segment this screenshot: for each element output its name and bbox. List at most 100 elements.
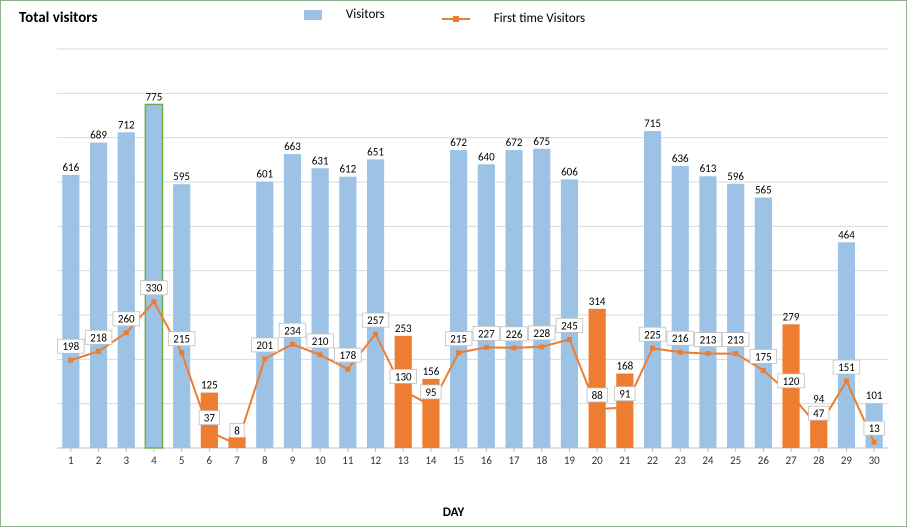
x-tick-5: 5 bbox=[179, 454, 185, 467]
legend-label-visitors: Visitors bbox=[346, 7, 385, 22]
bar-label-day-18: 675 bbox=[533, 135, 550, 148]
marker-day-25 bbox=[733, 351, 738, 356]
bar-label-day-4: 775 bbox=[146, 90, 163, 103]
x-tick-6: 6 bbox=[207, 454, 213, 467]
line-label-day-4: 330 bbox=[146, 282, 163, 295]
marker-day-17 bbox=[512, 345, 517, 350]
legend-item-first-time: First time Visitors bbox=[442, 11, 603, 26]
bar-day-18 bbox=[533, 149, 550, 448]
bar-label-day-25: 596 bbox=[727, 170, 744, 183]
x-tick-13: 13 bbox=[398, 454, 410, 467]
marker-day-21 bbox=[622, 405, 627, 410]
bar-day-26 bbox=[755, 198, 772, 448]
x-tick-14: 14 bbox=[425, 454, 437, 467]
marker-day-10 bbox=[318, 352, 323, 357]
x-tick-23: 23 bbox=[675, 454, 687, 467]
bar-day-20 bbox=[589, 309, 606, 448]
line-label-day-9: 234 bbox=[284, 324, 301, 337]
bar-day-11 bbox=[339, 177, 356, 448]
bar-label-day-3: 712 bbox=[118, 118, 135, 131]
bar-day-4 bbox=[145, 104, 162, 448]
line-label-day-21: 91 bbox=[619, 388, 631, 401]
first-time-line bbox=[71, 302, 874, 445]
bar-label-day-13: 253 bbox=[395, 322, 412, 335]
marker-day-8 bbox=[262, 356, 267, 361]
line-label-day-17: 226 bbox=[506, 328, 523, 341]
marker-day-14 bbox=[428, 403, 433, 408]
line-label-day-23: 216 bbox=[672, 332, 689, 345]
marker-day-16 bbox=[484, 345, 489, 350]
line-label-day-8: 201 bbox=[256, 339, 273, 352]
marker-day-2 bbox=[96, 349, 101, 354]
bar-day-19 bbox=[561, 179, 578, 448]
marker-day-6 bbox=[207, 429, 212, 434]
marker-day-12 bbox=[373, 332, 378, 337]
bar-day-21 bbox=[616, 374, 633, 448]
marker-day-23 bbox=[678, 350, 683, 355]
line-label-day-6: 37 bbox=[204, 412, 216, 425]
legend-item-visitors: Visitors bbox=[304, 7, 403, 22]
bar-day-17 bbox=[505, 150, 522, 448]
line-label-day-22: 225 bbox=[644, 328, 661, 341]
bar-day-8 bbox=[256, 182, 273, 448]
x-tick-19: 19 bbox=[564, 454, 576, 467]
line-label-day-28: 47 bbox=[813, 407, 825, 420]
marker-day-26 bbox=[761, 368, 766, 373]
bar-label-day-21: 168 bbox=[616, 360, 633, 373]
x-tick-8: 8 bbox=[262, 454, 268, 467]
marker-day-3 bbox=[124, 330, 129, 335]
x-tick-30: 30 bbox=[869, 454, 881, 467]
line-label-day-14: 95 bbox=[425, 386, 436, 399]
bar-label-day-29: 464 bbox=[838, 228, 855, 241]
line-label-day-2: 218 bbox=[90, 331, 107, 344]
bar-label-day-2: 689 bbox=[90, 129, 107, 142]
bar-label-day-14: 156 bbox=[423, 365, 440, 378]
line-label-day-5: 215 bbox=[173, 333, 190, 346]
x-tick-10: 10 bbox=[315, 454, 327, 467]
bar-label-day-6: 125 bbox=[201, 379, 218, 392]
bar-label-day-8: 601 bbox=[256, 168, 273, 181]
marker-day-11 bbox=[345, 367, 350, 372]
x-tick-3: 3 bbox=[123, 454, 129, 467]
bar-day-25 bbox=[727, 184, 744, 448]
bar-day-9 bbox=[284, 154, 301, 448]
x-tick-9: 9 bbox=[290, 454, 296, 467]
line-label-day-20: 88 bbox=[592, 389, 604, 402]
line-label-day-3: 260 bbox=[118, 313, 135, 326]
bar-label-day-24: 613 bbox=[700, 162, 717, 175]
line-swatch-icon bbox=[442, 18, 470, 20]
bar-day-29 bbox=[838, 242, 855, 448]
line-label-day-18: 228 bbox=[533, 327, 550, 340]
x-tick-17: 17 bbox=[508, 454, 520, 467]
line-label-day-12: 257 bbox=[367, 314, 384, 327]
bar-label-day-17: 672 bbox=[506, 136, 523, 149]
x-tick-2: 2 bbox=[96, 454, 102, 467]
line-label-day-10: 210 bbox=[312, 335, 329, 348]
line-label-day-29: 151 bbox=[838, 361, 855, 374]
bar-label-day-16: 640 bbox=[478, 150, 495, 163]
bar-swatch-icon bbox=[304, 10, 322, 20]
line-label-day-24: 213 bbox=[700, 334, 717, 347]
bar-label-day-23: 636 bbox=[672, 152, 689, 165]
bar-label-day-27: 279 bbox=[783, 310, 800, 323]
x-tick-16: 16 bbox=[481, 454, 493, 467]
bar-label-day-22: 715 bbox=[644, 117, 661, 130]
marker-day-27 bbox=[789, 392, 794, 397]
bar-day-10 bbox=[312, 168, 329, 448]
bar-label-day-5: 595 bbox=[173, 170, 190, 183]
line-label-day-16: 227 bbox=[478, 327, 495, 340]
chart-svg: 0100200300400500600700800900616689712775… bbox=[53, 45, 892, 472]
x-tick-1: 1 bbox=[68, 454, 74, 467]
line-label-day-1: 198 bbox=[62, 340, 79, 353]
marker-day-30 bbox=[872, 440, 877, 445]
bar-label-day-28: 94 bbox=[813, 392, 825, 405]
marker-day-20 bbox=[595, 406, 600, 411]
x-tick-11: 11 bbox=[342, 454, 354, 467]
bar-day-5 bbox=[173, 184, 190, 448]
bar-day-24 bbox=[699, 176, 716, 448]
legend-label-first-time: First time Visitors bbox=[494, 11, 585, 26]
x-tick-4: 4 bbox=[151, 454, 157, 467]
bar-day-1 bbox=[62, 175, 79, 448]
legend: Visitors First time Visitors bbox=[1, 7, 906, 26]
line-label-day-7: 8 bbox=[234, 424, 240, 437]
